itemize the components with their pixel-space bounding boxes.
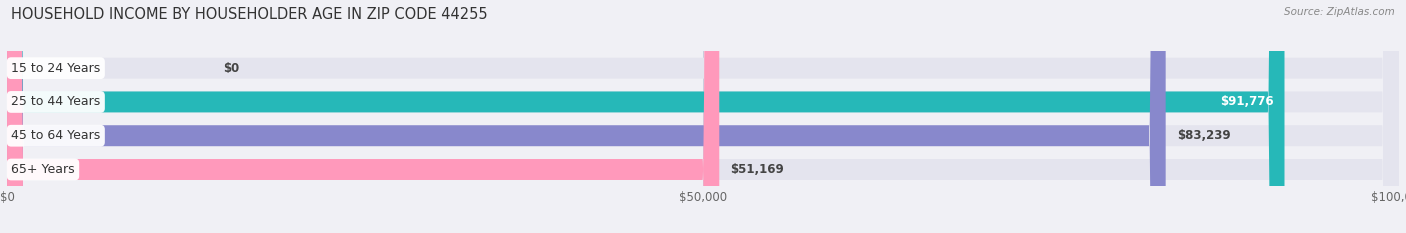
FancyBboxPatch shape <box>7 0 1399 233</box>
FancyBboxPatch shape <box>7 0 1166 233</box>
Text: $91,776: $91,776 <box>1220 96 1274 108</box>
Text: 65+ Years: 65+ Years <box>11 163 75 176</box>
Text: $51,169: $51,169 <box>730 163 785 176</box>
Text: $0: $0 <box>222 62 239 75</box>
FancyBboxPatch shape <box>7 0 1285 233</box>
FancyBboxPatch shape <box>7 0 720 233</box>
FancyBboxPatch shape <box>7 0 1399 233</box>
Text: HOUSEHOLD INCOME BY HOUSEHOLDER AGE IN ZIP CODE 44255: HOUSEHOLD INCOME BY HOUSEHOLDER AGE IN Z… <box>11 7 488 22</box>
FancyBboxPatch shape <box>7 0 1399 233</box>
Text: Source: ZipAtlas.com: Source: ZipAtlas.com <box>1284 7 1395 17</box>
Text: 25 to 44 Years: 25 to 44 Years <box>11 96 100 108</box>
Text: 45 to 64 Years: 45 to 64 Years <box>11 129 100 142</box>
FancyBboxPatch shape <box>7 0 1399 233</box>
Text: 15 to 24 Years: 15 to 24 Years <box>11 62 100 75</box>
Text: $83,239: $83,239 <box>1177 129 1230 142</box>
